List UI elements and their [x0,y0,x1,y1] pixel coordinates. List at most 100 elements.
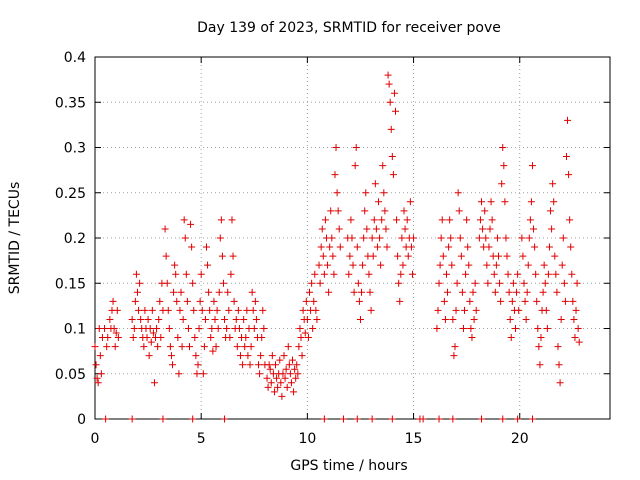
data-point [184,325,192,332]
data-point [216,234,224,242]
data-point [175,370,183,378]
x-tick-labels: 0 5 10 15 20 [91,431,529,447]
data-point [347,216,355,224]
data-point [330,270,338,278]
data-point [150,379,158,387]
data-point [501,198,509,206]
data-point [164,306,172,314]
data-point [114,334,122,342]
data-point [382,225,390,233]
data-point [328,234,336,242]
data-point [309,325,317,332]
data-point [320,270,328,278]
data-point [353,415,361,423]
data-point [296,325,304,332]
data-point [233,343,241,351]
data-point [479,225,487,233]
data-point [297,334,305,342]
data-point [385,80,393,88]
data-point [495,252,503,260]
data-point [226,334,234,342]
data-point [532,270,540,278]
data-point [459,325,467,332]
data-point [156,297,164,305]
data-point [211,315,219,323]
data-point [242,334,250,342]
data-point [387,125,395,133]
data-point [386,98,394,106]
data-point [354,279,362,287]
data-point [325,288,333,296]
data-point [329,252,337,260]
data-point [456,234,464,242]
data-point [144,315,152,323]
data-point [155,315,163,323]
data-point [400,207,408,215]
data-point [569,297,577,305]
data-point [161,225,169,233]
data-point [514,270,522,278]
data-point [162,252,170,260]
data-point [193,370,201,378]
data-point [549,180,557,188]
data-point [528,415,536,423]
data-point [313,315,321,323]
y-axis-label: SRMTID / TECUs [7,182,23,295]
data-point [148,306,156,314]
data-point [469,288,477,296]
data-point [488,216,496,224]
data-point [106,315,114,323]
data-point [310,297,318,305]
data-point [518,234,526,242]
data-point [355,297,363,305]
data-point [305,288,313,296]
data-point [449,315,457,323]
data-point [255,361,263,369]
data-point [129,334,137,342]
data-point [345,270,353,278]
data-point [534,325,542,332]
data-point [159,415,167,423]
data-point [200,343,208,351]
data-point [93,374,101,382]
data-point [167,352,175,360]
data-point [228,216,236,224]
data-point [379,162,387,170]
data-point [484,279,492,287]
data-point [361,207,369,215]
data-point [176,306,184,314]
data-point [170,288,178,296]
data-point [370,216,378,224]
data-point [258,334,266,342]
data-points [91,71,583,423]
data-point [511,325,519,332]
data-point [483,261,491,269]
data-point [437,234,445,242]
data-point [548,225,556,233]
data-point [571,334,579,342]
data-point [239,361,247,369]
data-point [482,234,490,242]
data-point [249,306,257,314]
data-point [447,234,455,242]
data-point [380,189,388,197]
data-point [182,270,190,278]
data-point [567,243,575,251]
data-point [468,334,476,342]
data-point [388,415,396,423]
data-point [497,297,505,305]
data-point [199,370,207,378]
y-tick-label: 0.3 [64,141,86,157]
data-point [373,243,381,251]
y-tick-label: 0.35 [55,95,86,111]
y-tick-label: 0.15 [55,276,86,292]
data-point [336,243,344,251]
data-point [438,216,446,224]
data-point [448,261,456,269]
data-point [147,338,155,346]
data-point [263,374,271,382]
data-point [292,374,300,382]
y-tick-label: 0.4 [64,50,86,66]
data-point [212,343,220,351]
data-point [149,329,157,337]
